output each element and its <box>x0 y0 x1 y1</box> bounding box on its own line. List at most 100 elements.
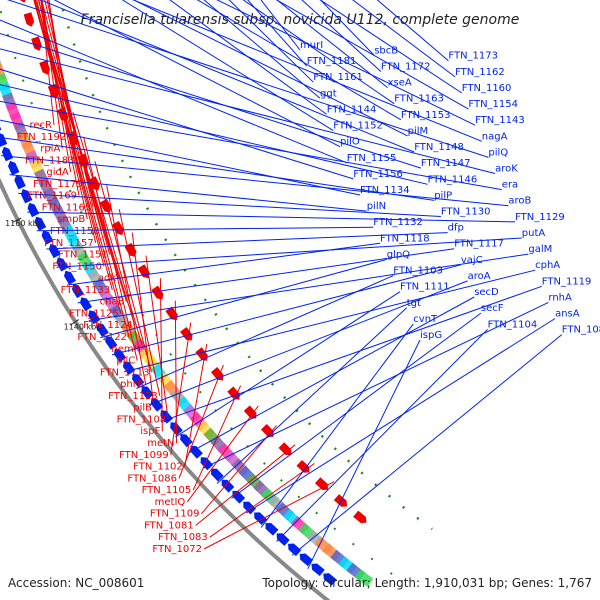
reverse-gene-label: FTN_1123 <box>108 391 158 402</box>
forward-gene-label: cvnT <box>413 314 438 325</box>
forward-gene-label: FTN_1148 <box>414 142 464 153</box>
reverse-gene-label: FTN_1157 <box>44 238 94 249</box>
reverse-gene-arrow <box>165 306 178 321</box>
forward-label-leader <box>46 232 448 250</box>
forward-gene-label: FTN_1119 <box>542 276 592 287</box>
reverse-gene-label: gidA <box>46 167 68 178</box>
reverse-gene-label: FTN_1072 <box>152 544 202 555</box>
forward-label-leader <box>242 0 395 105</box>
forward-gene-label: glpQ <box>387 249 410 260</box>
reverse-label-leader <box>106 185 147 385</box>
forward-label-leader <box>0 48 496 174</box>
forward-gene-arrow <box>254 512 268 526</box>
forward-label-leader <box>175 291 401 438</box>
forward-gene-arrow <box>14 174 26 190</box>
forward-gene-label: putA <box>522 228 546 239</box>
forward-label-leader <box>111 264 462 356</box>
reverse-gene-arrow <box>243 405 257 419</box>
forward-label-leader <box>9 174 367 212</box>
reverse-label-leader <box>94 161 152 373</box>
forward-gene-label: FTN_1163 <box>394 94 444 105</box>
reverse-gene-label: FTN_1081 <box>144 520 194 531</box>
forward-label-leader <box>77 248 455 304</box>
reverse-gene-label: FTN_1150 <box>52 261 102 272</box>
forward-gene-label: pilM <box>408 126 429 137</box>
forward-gene-label: secD <box>474 287 499 298</box>
forward-gene-label: FTN_1132 <box>373 217 423 228</box>
forward-gene-label: pilN <box>367 201 386 212</box>
forward-gene-label: aroA <box>468 271 491 282</box>
reverse-gene-arrow <box>39 60 51 75</box>
reverse-gene-label: ispF <box>140 426 160 437</box>
forward-gene-label: FTN_1146 <box>428 174 478 185</box>
forward-gene-label: vajC <box>461 255 483 266</box>
forward-label-leader <box>188 296 475 454</box>
forward-label-leader <box>136 275 394 389</box>
forward-gene-arrow <box>113 348 127 363</box>
accession-text: Accession: NC_008601 <box>8 576 144 590</box>
forward-gene-label: FTN_1161 <box>313 72 363 83</box>
forward-gene-arrow <box>141 386 154 400</box>
forward-label-leader <box>352 0 456 78</box>
kbp-tick-mark <box>70 319 80 326</box>
forward-label-leader <box>245 318 556 514</box>
forward-label-leader <box>231 312 482 499</box>
reverse-gene-label: FTN_1165 <box>42 202 92 213</box>
reverse-gene-label: metN <box>147 438 174 449</box>
reverse-gene-label: FTN_1109 <box>150 509 200 520</box>
forward-label-leader <box>36 226 374 232</box>
forward-gene-label: galM <box>528 244 552 255</box>
reverse-gene-label: pilB <box>133 403 152 414</box>
forward-gene-arrow <box>132 373 145 388</box>
forward-label-leader <box>260 323 414 528</box>
reverse-label-leader <box>41 0 72 173</box>
forward-gene-arrow <box>71 284 84 299</box>
forward-gene-label: sbcB <box>374 45 398 56</box>
forward-gene-label: FTN_1082 <box>562 325 600 336</box>
forward-gene-arrow <box>323 573 337 586</box>
forward-gene-label: FTN_1129 <box>515 212 565 223</box>
reverse-label-leader <box>145 255 169 420</box>
reverse-gene-label: FTN_1113 <box>100 367 150 378</box>
reverse-gene-arrow <box>180 326 193 341</box>
forward-label-leader <box>0 119 361 196</box>
reverse-gene-arrow <box>137 264 150 279</box>
forward-gene-label: cphA <box>535 260 560 271</box>
reverse-gene-label: hemH <box>111 344 141 355</box>
reverse-gene-label: FTN_1124 <box>83 320 133 331</box>
forward-gene-arrow <box>122 361 136 375</box>
forward-gene-label: FTN_1160 <box>462 83 512 94</box>
reverse-label-leader <box>38 0 88 220</box>
forward-label-leader <box>307 339 421 570</box>
forward-gene-arrow <box>276 533 290 546</box>
forward-label-leader <box>161 285 542 422</box>
forward-label-leader <box>88 253 529 321</box>
forward-gene-label: FTN_1155 <box>347 153 397 164</box>
forward-label-leader <box>276 328 488 542</box>
forward-label-leader <box>276 0 388 88</box>
forward-gene-label: secF <box>481 303 504 314</box>
forward-gene-arrow <box>41 230 54 245</box>
reverse-label-leader <box>131 232 155 408</box>
forward-strand-labels: murIsbcBFTN_1173FTN_1181FTN_1172FTN_1162… <box>0 0 600 570</box>
forward-label-leader <box>0 100 502 191</box>
reverse-gene-arrow <box>211 367 224 381</box>
forward-gene-arrow <box>0 132 8 147</box>
forward-gene-label: FTN_1118 <box>380 233 430 244</box>
forward-label-leader <box>216 307 408 484</box>
reverse-label-leader <box>178 364 224 479</box>
forward-gene-label: dfp <box>448 223 464 234</box>
forward-label-leader <box>216 0 476 126</box>
forward-gene-label: FTN_1104 <box>488 319 538 330</box>
reverse-label-leader <box>41 0 63 149</box>
inner-dotted-ring <box>58 0 433 531</box>
reverse-label-leader <box>48 0 69 137</box>
forward-gene-label: FTN_1156 <box>353 169 403 180</box>
reverse-label-leader <box>33 0 113 291</box>
forward-label-leader <box>27 211 516 223</box>
forward-gene-label: FTN_1111 <box>400 282 450 293</box>
forward-label-leader <box>228 0 314 83</box>
forward-gene-label: aroK <box>495 164 518 175</box>
